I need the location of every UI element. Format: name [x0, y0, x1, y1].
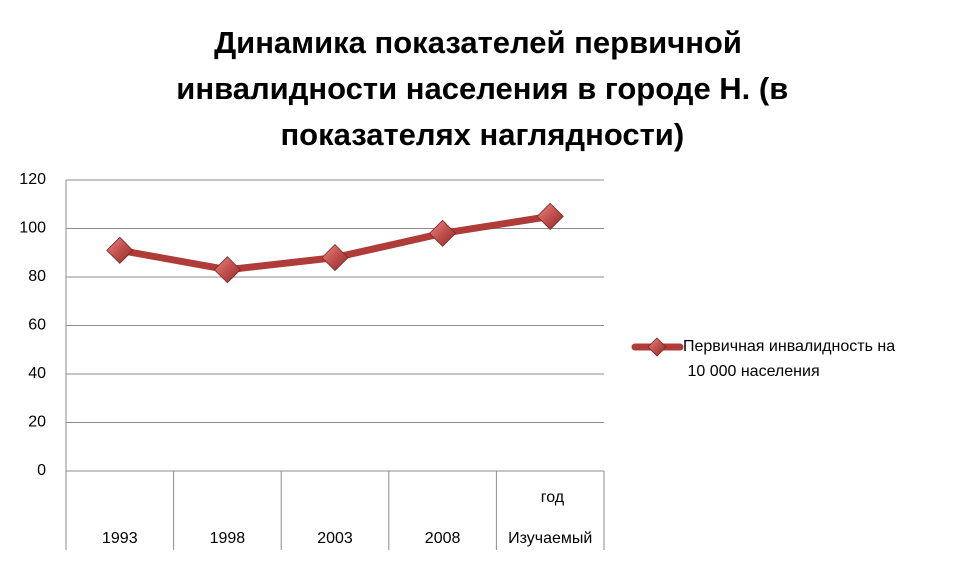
marker: [106, 236, 134, 264]
marker: [213, 256, 241, 284]
y-tick-label: 120: [19, 171, 46, 188]
marker: [536, 202, 564, 230]
x-tick-label: 1998: [210, 530, 246, 547]
y-tick-label: 100: [19, 220, 46, 237]
y-tick-label: 0: [37, 462, 46, 479]
x-tick-label: Изучаемый год: [508, 489, 592, 547]
legend-marker: [647, 337, 667, 357]
legend-label: Первичная инвалидность на 10 000 населен…: [683, 338, 895, 380]
marker: [321, 244, 349, 272]
y-tick-label: 60: [28, 317, 46, 334]
x-tick-label: 2003: [317, 530, 353, 547]
chart-title: Динамика показателей первичной инвалидно…: [168, 25, 789, 152]
y-tick-label: 20: [28, 414, 46, 431]
x-tick-label: 2008: [425, 530, 461, 547]
marker: [429, 219, 457, 247]
y-tick-label: 80: [28, 268, 46, 285]
y-tick-label: 40: [28, 365, 46, 382]
x-tick-label: 1993: [102, 530, 138, 547]
